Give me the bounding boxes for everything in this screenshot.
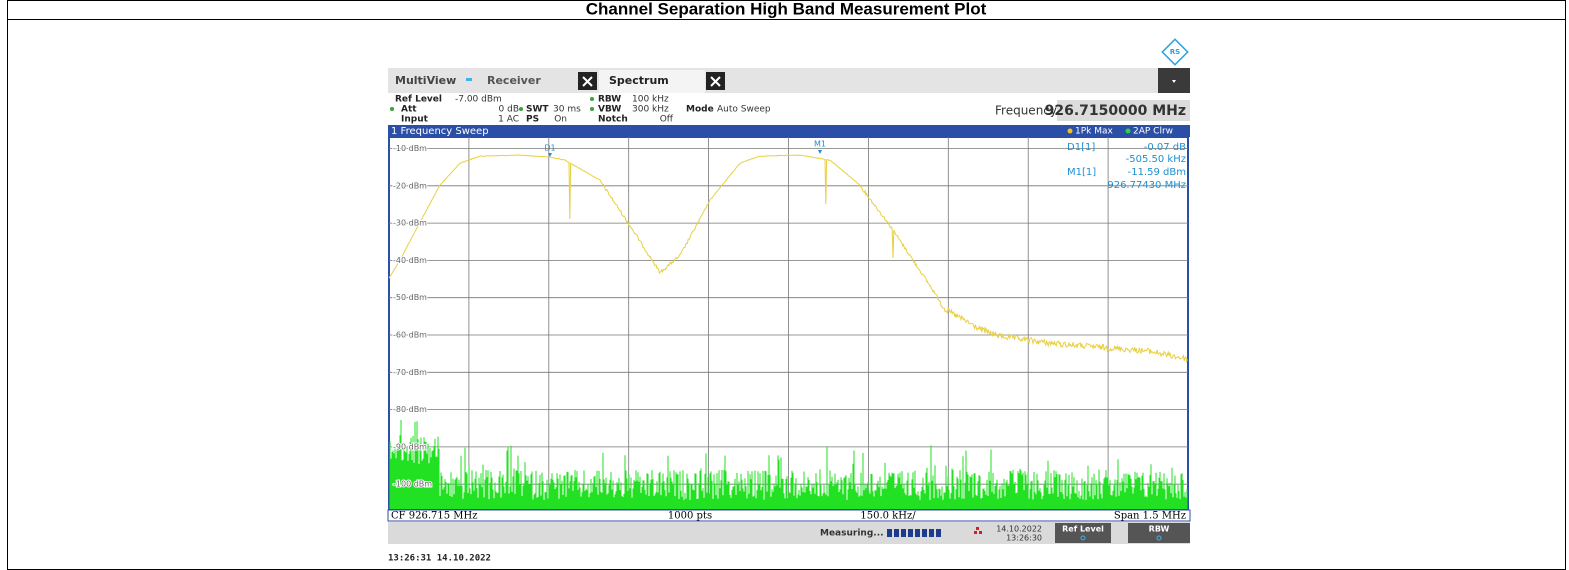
network-icon [974, 527, 982, 534]
timestamp: 13:26:31 14.10.2022 [388, 554, 491, 564]
progress [887, 529, 941, 537]
label: RBW [598, 95, 621, 105]
label: Input [401, 115, 429, 125]
close-icon [582, 76, 593, 87]
value: 0 dB [499, 105, 519, 115]
menu-icon [1172, 80, 1176, 83]
ref-level-button[interactable] [1055, 523, 1111, 543]
trace-label: 1Pk Max [1075, 127, 1114, 137]
value: On [554, 115, 567, 125]
trace-label: 2AP Clrw [1133, 127, 1173, 137]
y-label: -90 dBm [393, 442, 427, 451]
value: -7.00 dBm [455, 95, 502, 105]
value: 30 ms [553, 105, 581, 115]
label: PS [526, 115, 539, 125]
label: SWT [526, 105, 549, 115]
logo: RS [1161, 38, 1189, 66]
trace-2 [389, 420, 1188, 509]
settings: Ref Level -7.00 dBm Att 0 dB Input 1 AC … [390, 95, 1190, 125]
value: 1 AC [498, 115, 519, 125]
y-label: -50 dBm [393, 293, 427, 302]
value: 300 kHz [632, 105, 669, 115]
label: Notch [598, 115, 628, 125]
status-state: Measuring... [820, 529, 884, 539]
button-label: Ref Level [1062, 525, 1104, 534]
marker-value: -0.07 dB [1144, 142, 1186, 153]
button-icon [1080, 535, 1086, 541]
frequency-box[interactable] [1057, 100, 1190, 121]
status-bar [388, 522, 1190, 544]
y-label: -30 dBm [393, 219, 427, 228]
button-icon [1156, 535, 1162, 541]
title: Channel Separation High Band Measurement… [586, 0, 987, 18]
receiver-tab[interactable]: Receiver [487, 74, 541, 87]
trace-1 [388, 154, 1188, 364]
status-time: 13:26:30 [1006, 534, 1042, 543]
footer-div: 150.0 kHz/ [860, 511, 916, 522]
marker-name: M1[1] [1067, 167, 1096, 178]
y-label: -10 dBm [393, 144, 427, 153]
marker-icon [548, 153, 552, 157]
marker-readout: D1[1] -0.07 dB -505.50 kHz M1[1] -11.59 … [1067, 142, 1186, 191]
window-bar [388, 125, 1190, 137]
y-label: -60 dBm [393, 331, 427, 340]
label: Att [401, 105, 417, 115]
close-icon [710, 76, 721, 87]
svg-text:RS: RS [1170, 48, 1180, 56]
marker-tag: D1 [544, 144, 555, 153]
spectrum-tab-bg [599, 70, 705, 93]
tab-indicator [466, 78, 472, 81]
y-label: -100 dBm [393, 480, 432, 489]
marker-x: -505.50 kHz [1126, 154, 1186, 165]
marker-value: -11.59 dBm [1128, 167, 1186, 178]
button-label: RBW [1149, 525, 1170, 534]
footer-span: Span 1.5 MHz [1114, 511, 1186, 522]
value: Auto Sweep [717, 105, 771, 115]
footer-cf: CF 926.715 MHz [391, 511, 478, 522]
marker-name: D1[1] [1067, 142, 1095, 153]
marker-tag: M1 [814, 140, 826, 149]
y-label: -20 dBm [393, 181, 427, 190]
y-labels: -10 dBm -20 dBm -30 dBm -40 dBm -50 dBm -60 d… [392, 143, 433, 490]
frequency-value: 926.7150000 MHz [1045, 103, 1186, 119]
frequency-label: Frequency [995, 104, 1057, 118]
y-label: -40 dBm [393, 256, 427, 265]
marker-x: 926.77430 MHz [1107, 180, 1186, 191]
multiview-tab[interactable]: MultiView [395, 74, 456, 87]
marker-icon [818, 150, 822, 154]
status-date: 14.10.2022 [996, 525, 1042, 534]
spectrum-tab[interactable]: Spectrum [609, 74, 669, 87]
y-label: -70 dBm [393, 368, 427, 377]
label: Mode [686, 105, 714, 115]
footer [387, 509, 1191, 522]
window-title: 1 Frequency Sweep [391, 126, 489, 137]
rbw-button[interactable] [1128, 523, 1190, 543]
value: Off [660, 115, 674, 125]
tab-bar [388, 68, 1190, 93]
label: Ref Level [395, 95, 442, 105]
footer-points: 1000 pts [668, 511, 712, 522]
label: VBW [598, 105, 621, 115]
grid [389, 137, 1188, 510]
y-label: -80 dBm [393, 405, 427, 414]
value: 100 kHz [632, 95, 669, 105]
